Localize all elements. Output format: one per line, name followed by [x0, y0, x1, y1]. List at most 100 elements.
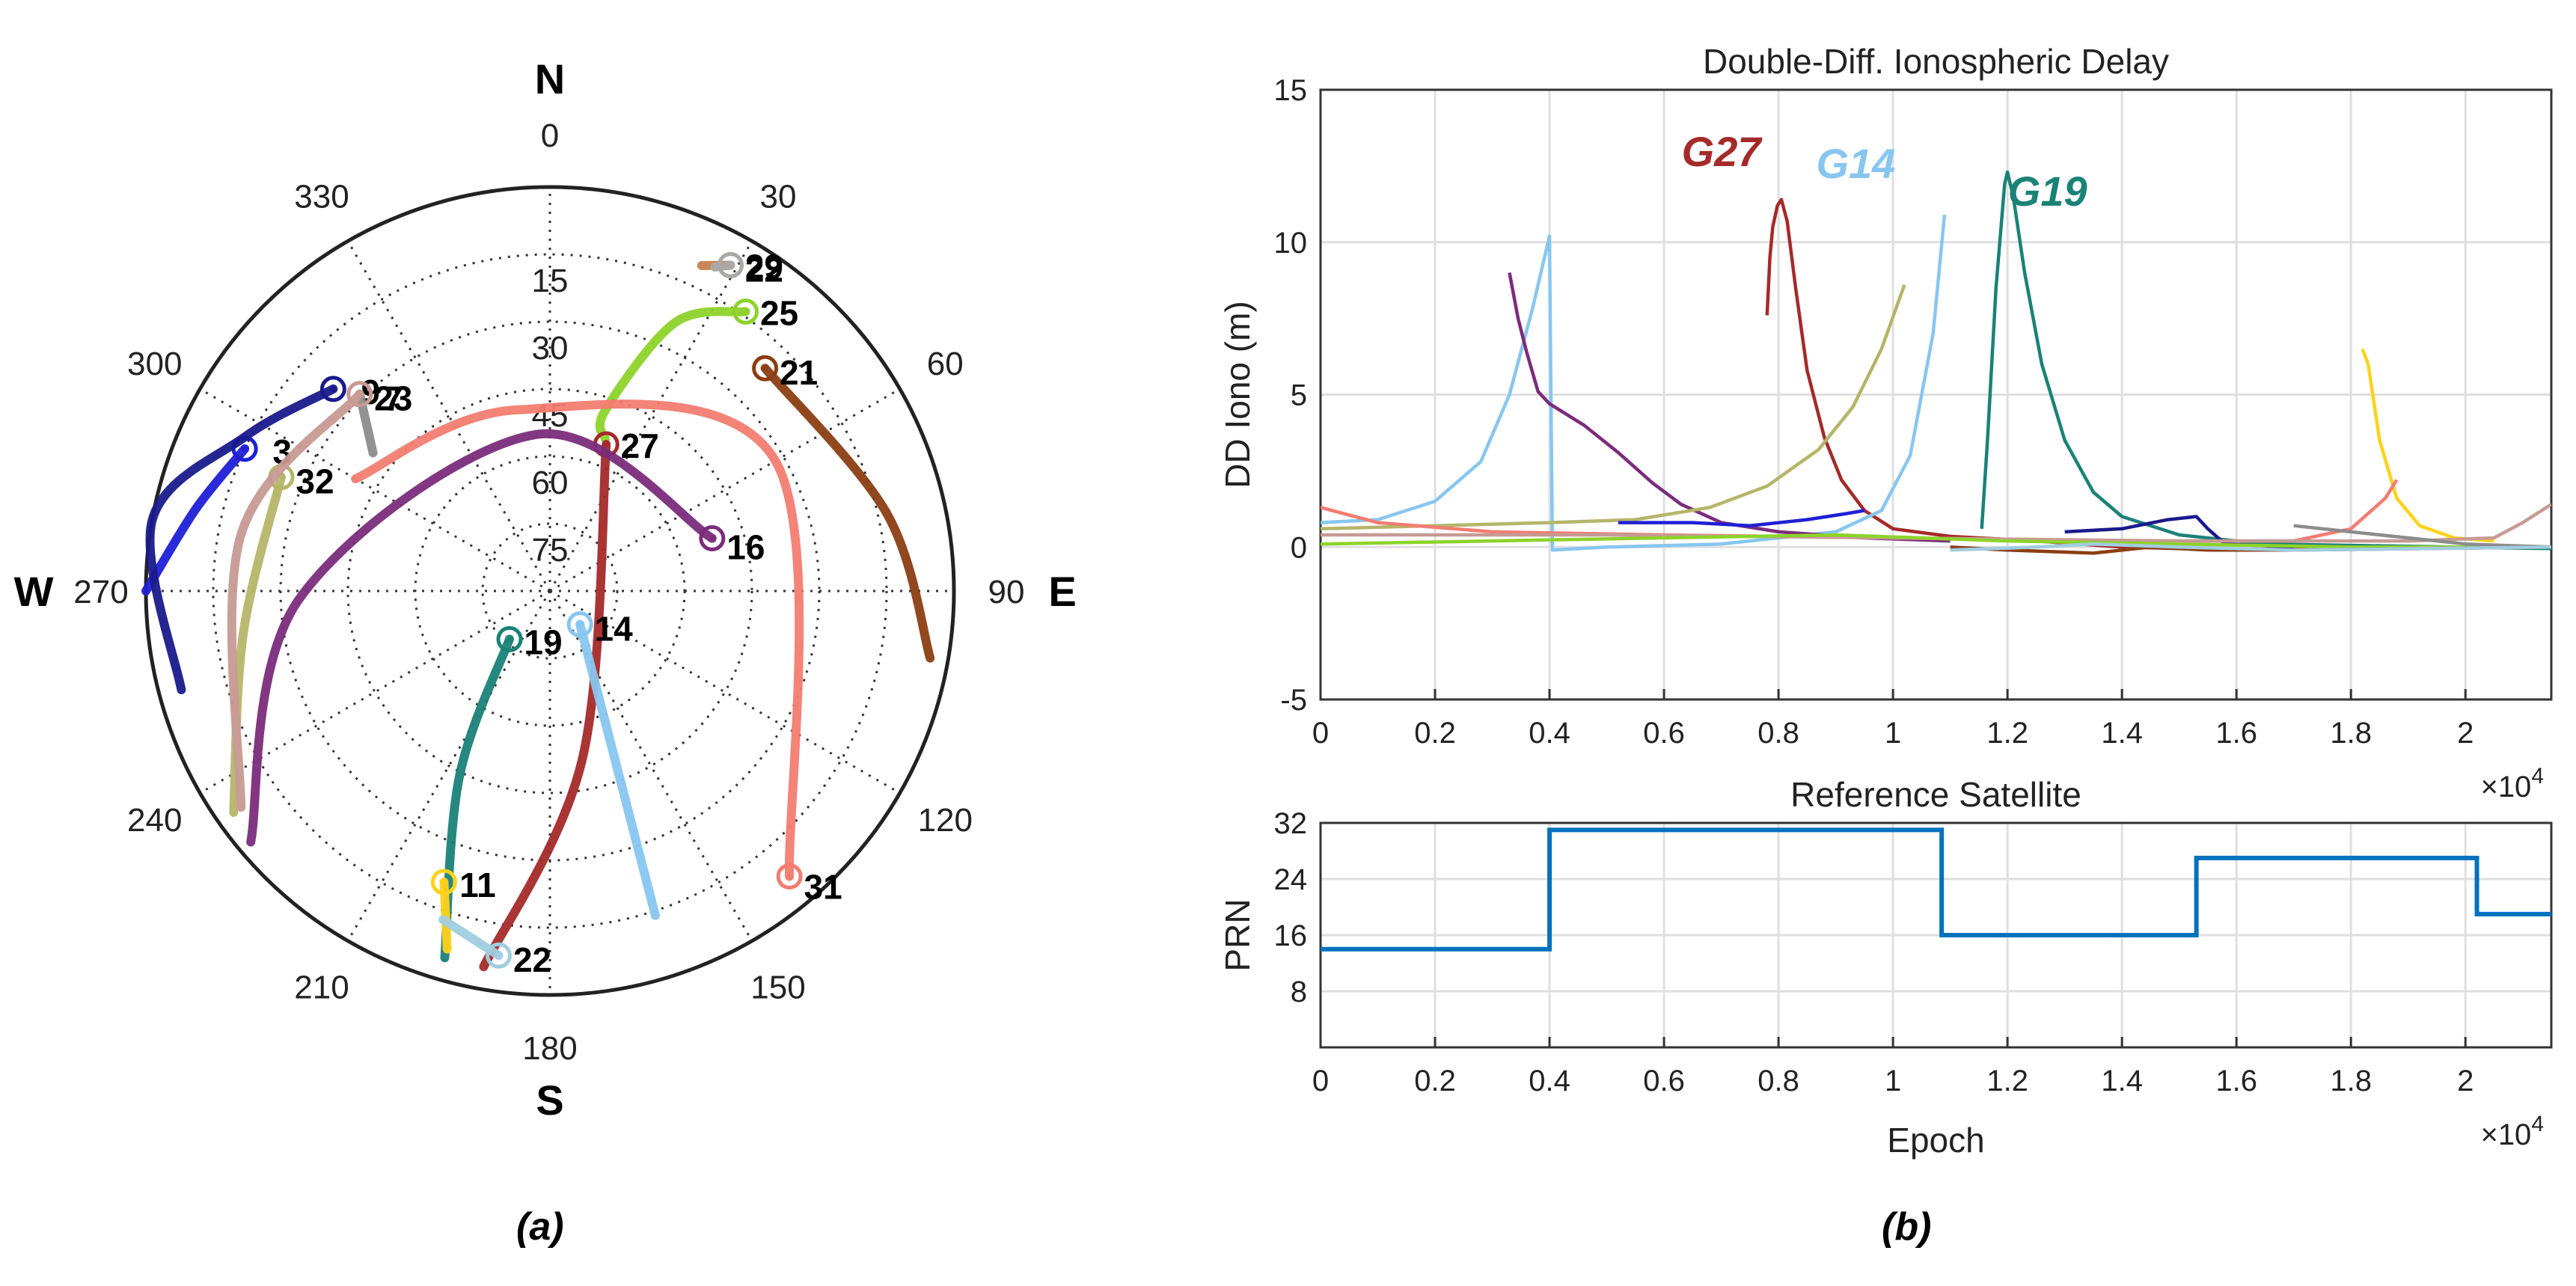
x-tick-label: 2 — [2457, 1065, 2473, 1097]
satellite-marker-dot-3 — [242, 445, 248, 452]
satellite-label-32: 32 — [296, 462, 334, 501]
satellite-track-21 — [760, 364, 935, 663]
satellite-marker-11 — [430, 869, 457, 895]
satellite-track-14 — [575, 619, 660, 920]
x-tick-label: 1.6 — [2215, 717, 2257, 750]
satellite-label-31: 31 — [804, 867, 842, 906]
satellite-label-27: 27 — [621, 426, 659, 465]
azimuth-tick-label: 60 — [927, 346, 964, 382]
satellite-marker-dot-16 — [709, 535, 715, 542]
azimuth-tick-label: 330 — [294, 179, 349, 215]
series-line-purple — [1508, 272, 1951, 543]
series-line-blue — [1618, 509, 1865, 527]
azimuth-tick-label: 120 — [918, 802, 973, 839]
satellite-track-23 — [227, 389, 364, 812]
satellite-label-22: 22 — [745, 250, 783, 289]
satellite-marker-23 — [346, 381, 373, 408]
x-tick-label: 1 — [1885, 1065, 1901, 1097]
elevation-ring — [212, 253, 888, 929]
satellite-marker-dot-21 — [762, 365, 768, 372]
direction-north: N — [535, 55, 565, 102]
satellite-marker-dot-9 — [330, 385, 337, 392]
y-axis-label: DD Iono (m) — [1218, 301, 1257, 488]
satellite-marker-dot-31 — [786, 873, 793, 880]
y-tick-label: 15 — [1274, 74, 1308, 107]
satellite-marker-22b — [486, 942, 513, 969]
x-tick-label: 1.8 — [2330, 1065, 2372, 1097]
satellite-marker-21 — [752, 355, 779, 382]
reference-prn-step-line — [1321, 827, 2551, 952]
annotation-G27: G27 — [1682, 128, 1763, 175]
satellite-label-25: 25 — [760, 293, 798, 332]
y-tick-label: 24 — [1274, 863, 1308, 896]
x-tick-label: 1.8 — [2330, 717, 2372, 750]
azimuth-tick-label: 270 — [73, 574, 128, 610]
series-line-green — [1321, 533, 2551, 549]
satellite-marker-25 — [732, 298, 759, 325]
elevation-tick-label: 15 — [532, 263, 569, 299]
caption-a: (a) — [516, 1205, 564, 1249]
x-scale-base: ×10 — [2480, 1118, 2531, 1151]
x-tick-label: 1 — [1885, 717, 1901, 750]
satellite-marker-dot-25 — [742, 308, 749, 315]
azimuth-tick-label: 210 — [294, 969, 349, 1005]
y-tick-label: 5 — [1291, 379, 1307, 412]
satellite-track-19 — [440, 634, 515, 963]
satellite-marker-9 — [319, 376, 346, 402]
satellite-marker-14 — [566, 611, 593, 638]
satellite-marker-dot-27 — [603, 441, 610, 447]
x-axis-label: Epoch — [1887, 1121, 1984, 1160]
satellite-marker-dot-11 — [441, 879, 447, 886]
direction-west: W — [14, 568, 54, 615]
elevation-tick-label: 60 — [532, 465, 569, 501]
series-line-G14 — [1321, 214, 1947, 552]
satellite-track-9 — [145, 384, 338, 694]
annotation-G14: G14 — [1816, 140, 1895, 187]
y-tick-label: 10 — [1274, 227, 1308, 260]
direction-south: S — [536, 1077, 563, 1124]
x-tick-label: 1.2 — [1986, 717, 2028, 750]
x-tick-label: 0.6 — [1643, 1065, 1685, 1097]
azimuth-tick-label: 300 — [127, 346, 182, 382]
series-line-lightblue2 — [1950, 542, 2551, 552]
x-tick-label: 0 — [1312, 1065, 1329, 1097]
x-tick-label: 0.2 — [1414, 1065, 1456, 1097]
y-tick-label: 16 — [1274, 919, 1308, 952]
y-axis-label: PRN — [1218, 898, 1257, 971]
satellite-marker-dot-22b — [495, 952, 502, 959]
x-tick-label: 0.6 — [1643, 717, 1685, 750]
satellite-track-16 — [246, 429, 717, 847]
satellite-label-29: 29 — [745, 247, 783, 286]
y-tick-label: -5 — [1280, 684, 1307, 717]
azimuth-spoke — [199, 590, 551, 794]
x-tick-label: 0.8 — [1757, 1065, 1799, 1097]
series-line-G19 — [1980, 170, 2551, 551]
x-tick-label: 0.8 — [1757, 717, 1799, 750]
azimuth-tick-label: 90 — [988, 574, 1025, 610]
elevation-ring — [346, 388, 753, 794]
x-tick-label: 1.2 — [1986, 1065, 2028, 1097]
series-line-olive — [1321, 284, 1906, 531]
azimuth-tick-label: 0 — [541, 117, 559, 154]
satellite-marker-dot-23 — [356, 391, 363, 397]
x-scale-base: ×10 — [2480, 771, 2531, 803]
satellite-marker-dot-14 — [577, 621, 584, 628]
satellite-label-7: 7 — [384, 379, 403, 418]
satellite-marker-19 — [496, 625, 523, 652]
series-line-mauve — [1321, 503, 2551, 543]
annotation-G19: G19 — [2008, 168, 2087, 215]
direction-east: E — [1048, 568, 1076, 615]
satellite-track-31 — [351, 399, 804, 881]
satellite-label-19: 19 — [524, 622, 562, 661]
dd-iono-panel: 0 0.2 0.4 0.6 0.8 1 1.2 1.4 1.6 1.8 2-5051015Doubl… — [1218, 42, 2553, 803]
x-tick-label: 0.4 — [1529, 717, 1570, 750]
x-tick-label: 0.2 — [1414, 717, 1456, 750]
reference-satellite-panel: 0 0.2 0.4 0.6 0.8 1 1.2 1.4 1.6 1.8 2 8 16 24 32 Refere… — [1218, 775, 2553, 1160]
satellite-label-22: 22 — [513, 940, 551, 979]
satellite-marker-16 — [699, 525, 726, 552]
elevation-tick-label: 30 — [532, 330, 569, 367]
satellite-label-14: 14 — [595, 610, 634, 649]
satellite-label-11: 11 — [459, 866, 496, 904]
axes-title: Reference Satellite — [1790, 775, 2081, 814]
